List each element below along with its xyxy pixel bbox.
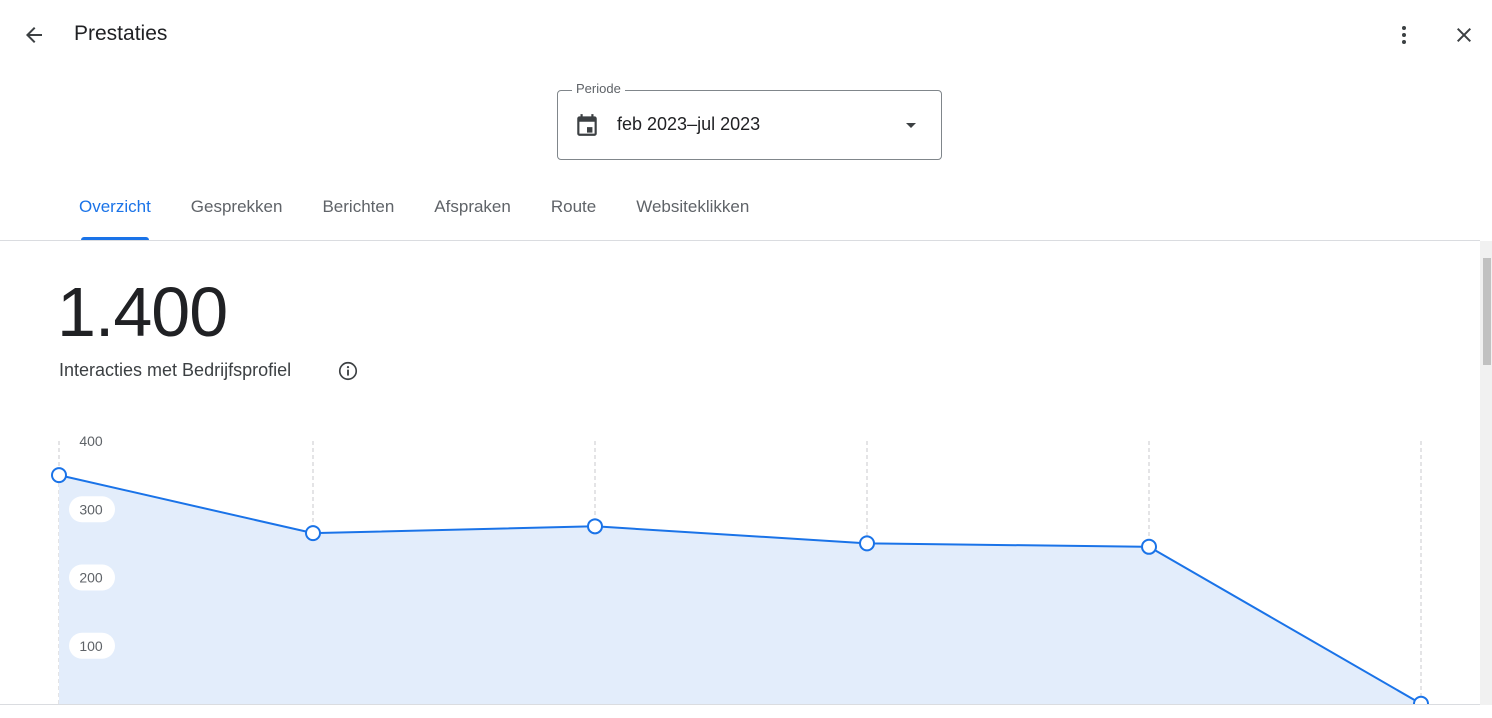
y-tick-label: 300: [79, 501, 103, 517]
total-label-text: Interacties met Bedrijfsprofiel: [59, 360, 292, 380]
tab[interactable]: Overzicht: [59, 197, 171, 240]
y-tick-label: 100: [79, 638, 103, 654]
tab[interactable]: Route: [550, 197, 597, 216]
tick-label-bg: [69, 564, 115, 591]
tab[interactable]: Afspraken: [434, 197, 511, 216]
dropdown-arrow: [906, 123, 916, 128]
tab-bar: Overzicht Gesprekken Berichten Afspraken Rou…: [59, 197, 769, 240]
more-button[interactable]: [1392, 23, 1416, 47]
scrollbar-thumb[interactable]: [1483, 258, 1491, 365]
divider: [0, 240, 1480, 241]
point: [1141, 538, 1157, 555]
total-label: Interacties met Bedrijfsprofiel: [59, 360, 291, 381]
y-tick-label: 400: [79, 433, 103, 449]
point: [859, 535, 875, 552]
period-value: feb 2023–jul 2023: [617, 114, 761, 134]
back-button[interactable]: [22, 23, 46, 47]
chart: 100 200 300 400: [51, 428, 1429, 704]
point: [587, 518, 603, 535]
tab[interactable]: Websiteklikken: [636, 197, 750, 216]
close-button[interactable]: [1452, 23, 1476, 47]
point: [51, 467, 67, 484]
area: [59, 475, 1421, 704]
period-label: Periode: [572, 81, 625, 96]
tab[interactable]: Berichten: [322, 197, 395, 216]
tick-label-bg: [69, 632, 115, 659]
y-tick-label: 200: [79, 570, 103, 586]
point: [305, 525, 321, 542]
calendar-icon: [577, 114, 597, 136]
info-icon[interactable]: [337, 360, 359, 382]
period-select[interactable]: [557, 90, 942, 160]
tick-label-bg: [69, 496, 115, 523]
tick-label-bg: [69, 428, 115, 454]
point: [1413, 695, 1429, 704]
divider: [0, 704, 1480, 705]
total-value: 1.400: [57, 273, 228, 351]
line: [58, 474, 1422, 704]
page-title: Prestaties: [74, 22, 168, 45]
tab[interactable]: Gesprekken: [190, 197, 283, 216]
